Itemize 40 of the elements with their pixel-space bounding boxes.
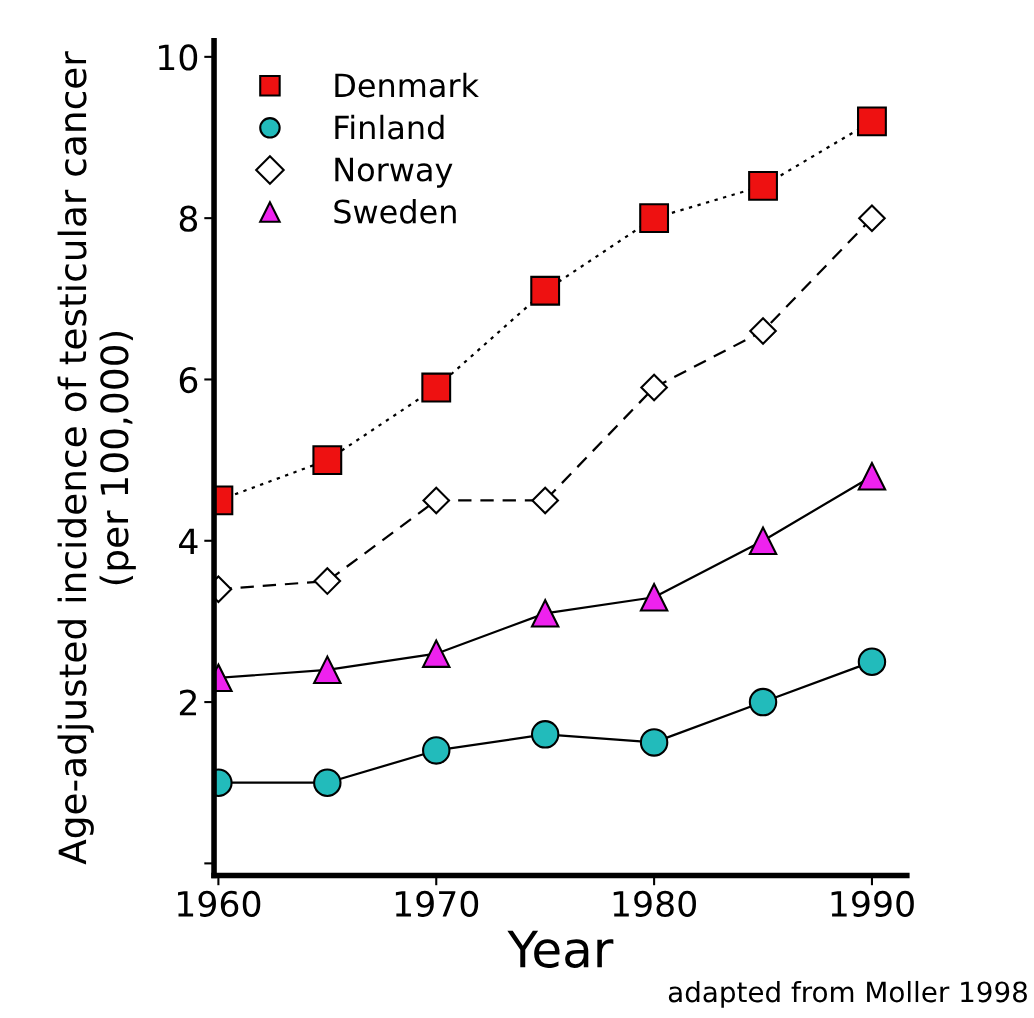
point bbox=[857, 647, 887, 676]
point bbox=[530, 720, 560, 749]
x-tick-label: 1970 bbox=[395, 890, 479, 917]
x-tick-label: 1960 bbox=[178, 890, 261, 917]
point bbox=[639, 582, 669, 612]
y-tick-label: 6 bbox=[179, 366, 198, 394]
point bbox=[421, 372, 452, 403]
point bbox=[531, 486, 559, 515]
point bbox=[422, 486, 451, 515]
point bbox=[639, 728, 669, 757]
legend-label: Sweden bbox=[334, 198, 456, 224]
point bbox=[313, 768, 342, 797]
point bbox=[639, 203, 670, 234]
y-tick-label: 8 bbox=[179, 205, 198, 232]
legend-label: Norway bbox=[335, 157, 453, 188]
point bbox=[313, 567, 342, 595]
legend-label: Denmark bbox=[335, 72, 479, 98]
point bbox=[749, 317, 777, 345]
point bbox=[748, 526, 778, 555]
point bbox=[530, 275, 561, 306]
point bbox=[857, 106, 887, 137]
text: adapted from Moller 1998 bbox=[668, 980, 1027, 1008]
point bbox=[857, 462, 887, 491]
point bbox=[858, 204, 886, 232]
x-axis-title: Year bbox=[507, 930, 614, 968]
point bbox=[422, 736, 451, 765]
point bbox=[312, 445, 343, 476]
point bbox=[640, 373, 668, 402]
y-tick-label: 4 bbox=[179, 528, 198, 554]
y-tick-label: 2 bbox=[179, 689, 196, 716]
y-axis-title: Age-adjusted incidence of testicular cancer (per 100,000) bbox=[57, 51, 136, 865]
point bbox=[530, 599, 560, 628]
point bbox=[748, 687, 778, 717]
y-tick-label: 10 bbox=[159, 44, 198, 71]
x-tick-label: 1980 bbox=[613, 890, 696, 917]
point bbox=[748, 170, 778, 201]
point bbox=[422, 639, 451, 668]
point bbox=[313, 655, 342, 685]
legend-label: Finland bbox=[335, 114, 444, 140]
x-tick-label: 1990 bbox=[831, 890, 914, 917]
